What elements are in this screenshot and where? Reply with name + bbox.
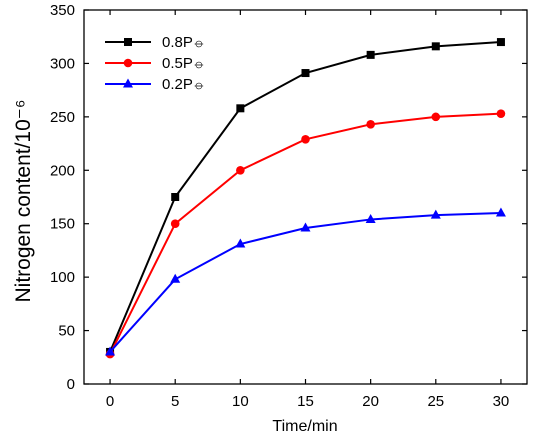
x-tick-label: 25 [427, 393, 444, 410]
legend-entry: 0.5P⦵ [105, 55, 206, 72]
data-point [431, 112, 441, 122]
data-point [496, 109, 506, 118]
data-point [171, 193, 180, 201]
data-point [366, 50, 375, 59]
x-tick-label: 10 [232, 393, 249, 410]
plot-frame [83, 9, 528, 385]
data-point [430, 209, 441, 219]
y-tick-label: 350 [50, 2, 75, 19]
data-point [170, 273, 181, 283]
data-point [301, 134, 310, 144]
data-point [431, 42, 440, 51]
legend-label: 0.8P⦵ [162, 34, 206, 51]
y-tick-label: 150 [50, 216, 75, 233]
data-point [236, 165, 245, 175]
y-axis-title: Nitrogen content/10⁻⁶ [12, 99, 35, 302]
x-axis-title: Time/min [272, 418, 337, 435]
data-point [365, 213, 376, 223]
data-point [496, 38, 505, 47]
x-tick-label: 15 [297, 393, 314, 410]
y-tick-label: 250 [50, 109, 75, 126]
data-point [300, 222, 311, 232]
x-tick-label: 20 [362, 393, 379, 410]
legend-label: 0.5P⦵ [162, 55, 206, 72]
x-tick-label: 5 [171, 393, 179, 410]
x-tick-label: 30 [493, 393, 510, 410]
legend-marker [124, 38, 132, 46]
data-point [170, 219, 180, 229]
legend-marker [123, 78, 133, 88]
legend-entry: 0.8P⦵ [105, 34, 206, 51]
series-line [109, 212, 501, 353]
data-point [495, 207, 506, 217]
series-2 [105, 109, 506, 359]
data-point [366, 120, 375, 129]
legend-entry: 0.2P⦵ [105, 76, 206, 93]
series-line [109, 112, 501, 355]
data-point [105, 346, 116, 356]
x-tick-label: 0 [106, 393, 114, 410]
data-point [236, 104, 245, 113]
legend-marker [123, 58, 133, 68]
y-tick-label: 200 [50, 162, 75, 179]
y-tick-label: 100 [50, 269, 75, 286]
legend-label: 0.2P⦵ [162, 76, 206, 93]
plot-area-border [83, 9, 528, 385]
y-tick-label: 0 [67, 376, 75, 393]
series-3 [105, 207, 506, 356]
data-point [235, 238, 246, 248]
y-tick-label: 50 [58, 323, 75, 340]
legend: 0.8P⦵ 0.5P⦵ 0.2P⦵ [105, 34, 206, 93]
series-lines [105, 38, 506, 359]
y-tick-label: 300 [50, 55, 75, 72]
data-point [301, 69, 310, 78]
